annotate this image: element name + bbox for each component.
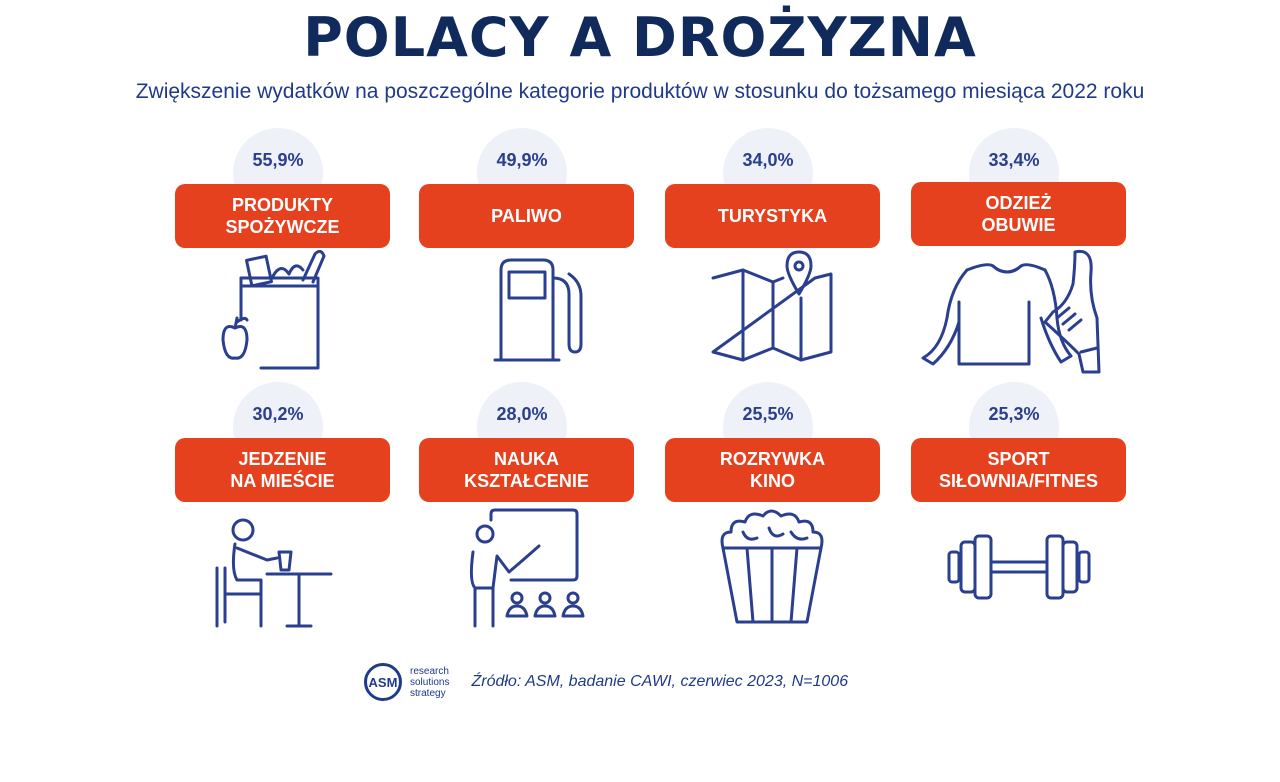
category-label: SPORT SIŁOWNIA/FITNES: [911, 438, 1126, 502]
category-card: 55,9% PRODUKTY SPOŻYWCZE: [175, 128, 390, 528]
category-card: 28,0% NAUKA KSZTAŁCENIE: [419, 382, 634, 782]
percent-label: 25,5%: [742, 404, 794, 424]
category-label-text: JEDZENIE NA MIEŚCIE: [230, 449, 335, 491]
category-card: 30,2% JEDZENIE NA MIEŚCIE: [175, 382, 390, 782]
category-card: 49,9% PALIWO: [419, 128, 634, 528]
percent-label: 49,9%: [496, 150, 548, 170]
asm-tagline: research solutions strategy: [410, 666, 449, 699]
category-label-text: ROZRYWKA KINO: [719, 449, 826, 491]
source-note: Źródło: ASM, badanie CAWI, czerwiec 2023…: [471, 673, 849, 690]
dumbbell-icon: [911, 502, 1126, 632]
asm-logo: ASM: [364, 663, 402, 701]
tagline-line: solutions: [410, 676, 450, 688]
percent-label: 34,0%: [742, 150, 794, 170]
tagline-line: research: [410, 665, 449, 677]
grocery-bag-icon: [175, 248, 390, 378]
percent-label: 55,9%: [252, 150, 304, 170]
category-label-text: TURYSTYKA: [717, 206, 828, 226]
dining-icon: [175, 502, 390, 632]
page-subtitle: Zwiększenie wydatków na poszczególne kat…: [135, 80, 1145, 103]
percent-label: 30,2%: [252, 404, 304, 424]
tagline-line: strategy: [410, 687, 446, 699]
category-card: 25,5% ROZRYWKA KINO: [665, 382, 880, 782]
category-label: ODZIEŻ OBUWIE: [911, 182, 1126, 246]
percent-label: 25,3%: [988, 404, 1040, 424]
category-label-text: PALIWO: [491, 206, 562, 226]
category-label-text: PRODUKTY SPOŻYWCZE: [225, 195, 340, 237]
page-title: POLACY A DROŻYZNA: [303, 6, 977, 69]
category-label: TURYSTYKA: [665, 184, 880, 248]
clothing-shoe-icon: [911, 248, 1126, 378]
category-label: JEDZENIE NA MIEŚCIE: [175, 438, 390, 502]
category-label-text: SPORT SIŁOWNIA/FITNES: [939, 449, 1098, 491]
percent-label: 28,0%: [496, 404, 548, 424]
category-label: ROZRYWKA KINO: [665, 438, 880, 502]
category-card: 33,4% ODZIEŻ OBUWIE: [911, 128, 1126, 528]
teaching-icon: [419, 502, 634, 632]
fuel-pump-icon: [419, 248, 634, 378]
popcorn-icon: [665, 502, 880, 632]
category-label-text: ODZIEŻ OBUWIE: [981, 193, 1056, 235]
footer: ASM research solutions strategy Źródło: …: [364, 660, 848, 704]
category-label: PALIWO: [419, 184, 634, 248]
category-label: NAUKA KSZTAŁCENIE: [419, 438, 634, 502]
category-card: 34,0% TURYSTYKA: [665, 128, 880, 528]
category-card: 25,3% SPORT SIŁOWNIA/FITNES: [911, 382, 1126, 782]
category-label: PRODUKTY SPOŻYWCZE: [175, 184, 390, 248]
percent-label: 33,4%: [988, 150, 1040, 170]
map-icon: [665, 248, 880, 378]
category-label-text: NAUKA KSZTAŁCENIE: [464, 449, 589, 491]
